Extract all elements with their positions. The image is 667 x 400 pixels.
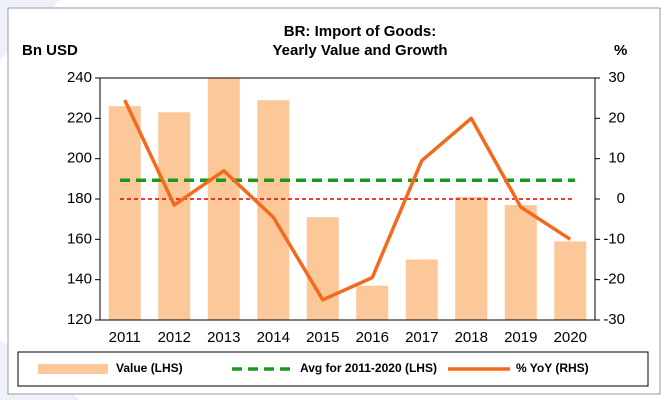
y-tick-label: 180 [67, 190, 92, 207]
y-tick-label: 140 [67, 271, 92, 288]
legend-box [17, 351, 649, 387]
x-tick-label: 2011 [109, 329, 141, 346]
bar [306, 217, 339, 320]
legend-label: Avg for 2011-2020 (LHS) [300, 361, 437, 375]
bar [356, 285, 389, 320]
y-axis-label: Bn USD [22, 42, 78, 59]
bar [504, 205, 537, 320]
y2-axis-label: % [614, 42, 627, 59]
bar [158, 112, 191, 321]
x-tick-label: 2020 [554, 329, 587, 346]
y2-tick-label: 20 [608, 109, 625, 126]
chart-subtitle: Yearly Value and Growth [272, 42, 447, 59]
chart-title: BR: Import of Goods: [284, 23, 436, 40]
y2-tick-label: 10 [608, 150, 625, 167]
y-tick-label: 120 [67, 311, 92, 328]
y-tick-label: 160 [67, 230, 92, 247]
bar [108, 106, 141, 320]
y2-tick-label: -30 [603, 311, 625, 328]
y-tick-label: 220 [67, 109, 92, 126]
y-tick-label: 240 [67, 69, 92, 86]
y2-tick-label: -10 [603, 230, 625, 247]
legend-swatch [38, 364, 108, 374]
x-tick-label: 2018 [455, 329, 488, 346]
x-tick-label: 2016 [356, 329, 389, 346]
bar [257, 100, 290, 320]
bar [455, 196, 488, 320]
x-tick-label: 2012 [158, 329, 191, 346]
growth-line [123, 99, 572, 302]
y-tick-label: 200 [67, 150, 92, 167]
x-tick-label: 2014 [257, 329, 290, 346]
bar [554, 241, 587, 320]
x-tick-label: 2015 [306, 329, 339, 346]
y2-tick-label: 30 [608, 69, 625, 86]
y2-tick-label: 0 [617, 190, 625, 207]
legend-label: % YoY (RHS) [516, 361, 589, 375]
legend-label: Value (LHS) [116, 361, 183, 375]
x-tick-label: 2019 [504, 329, 537, 346]
x-tick-label: 2013 [207, 329, 240, 346]
x-tick-label: 2017 [405, 329, 438, 346]
bar [405, 259, 438, 320]
y2-tick-label: -20 [603, 271, 625, 288]
